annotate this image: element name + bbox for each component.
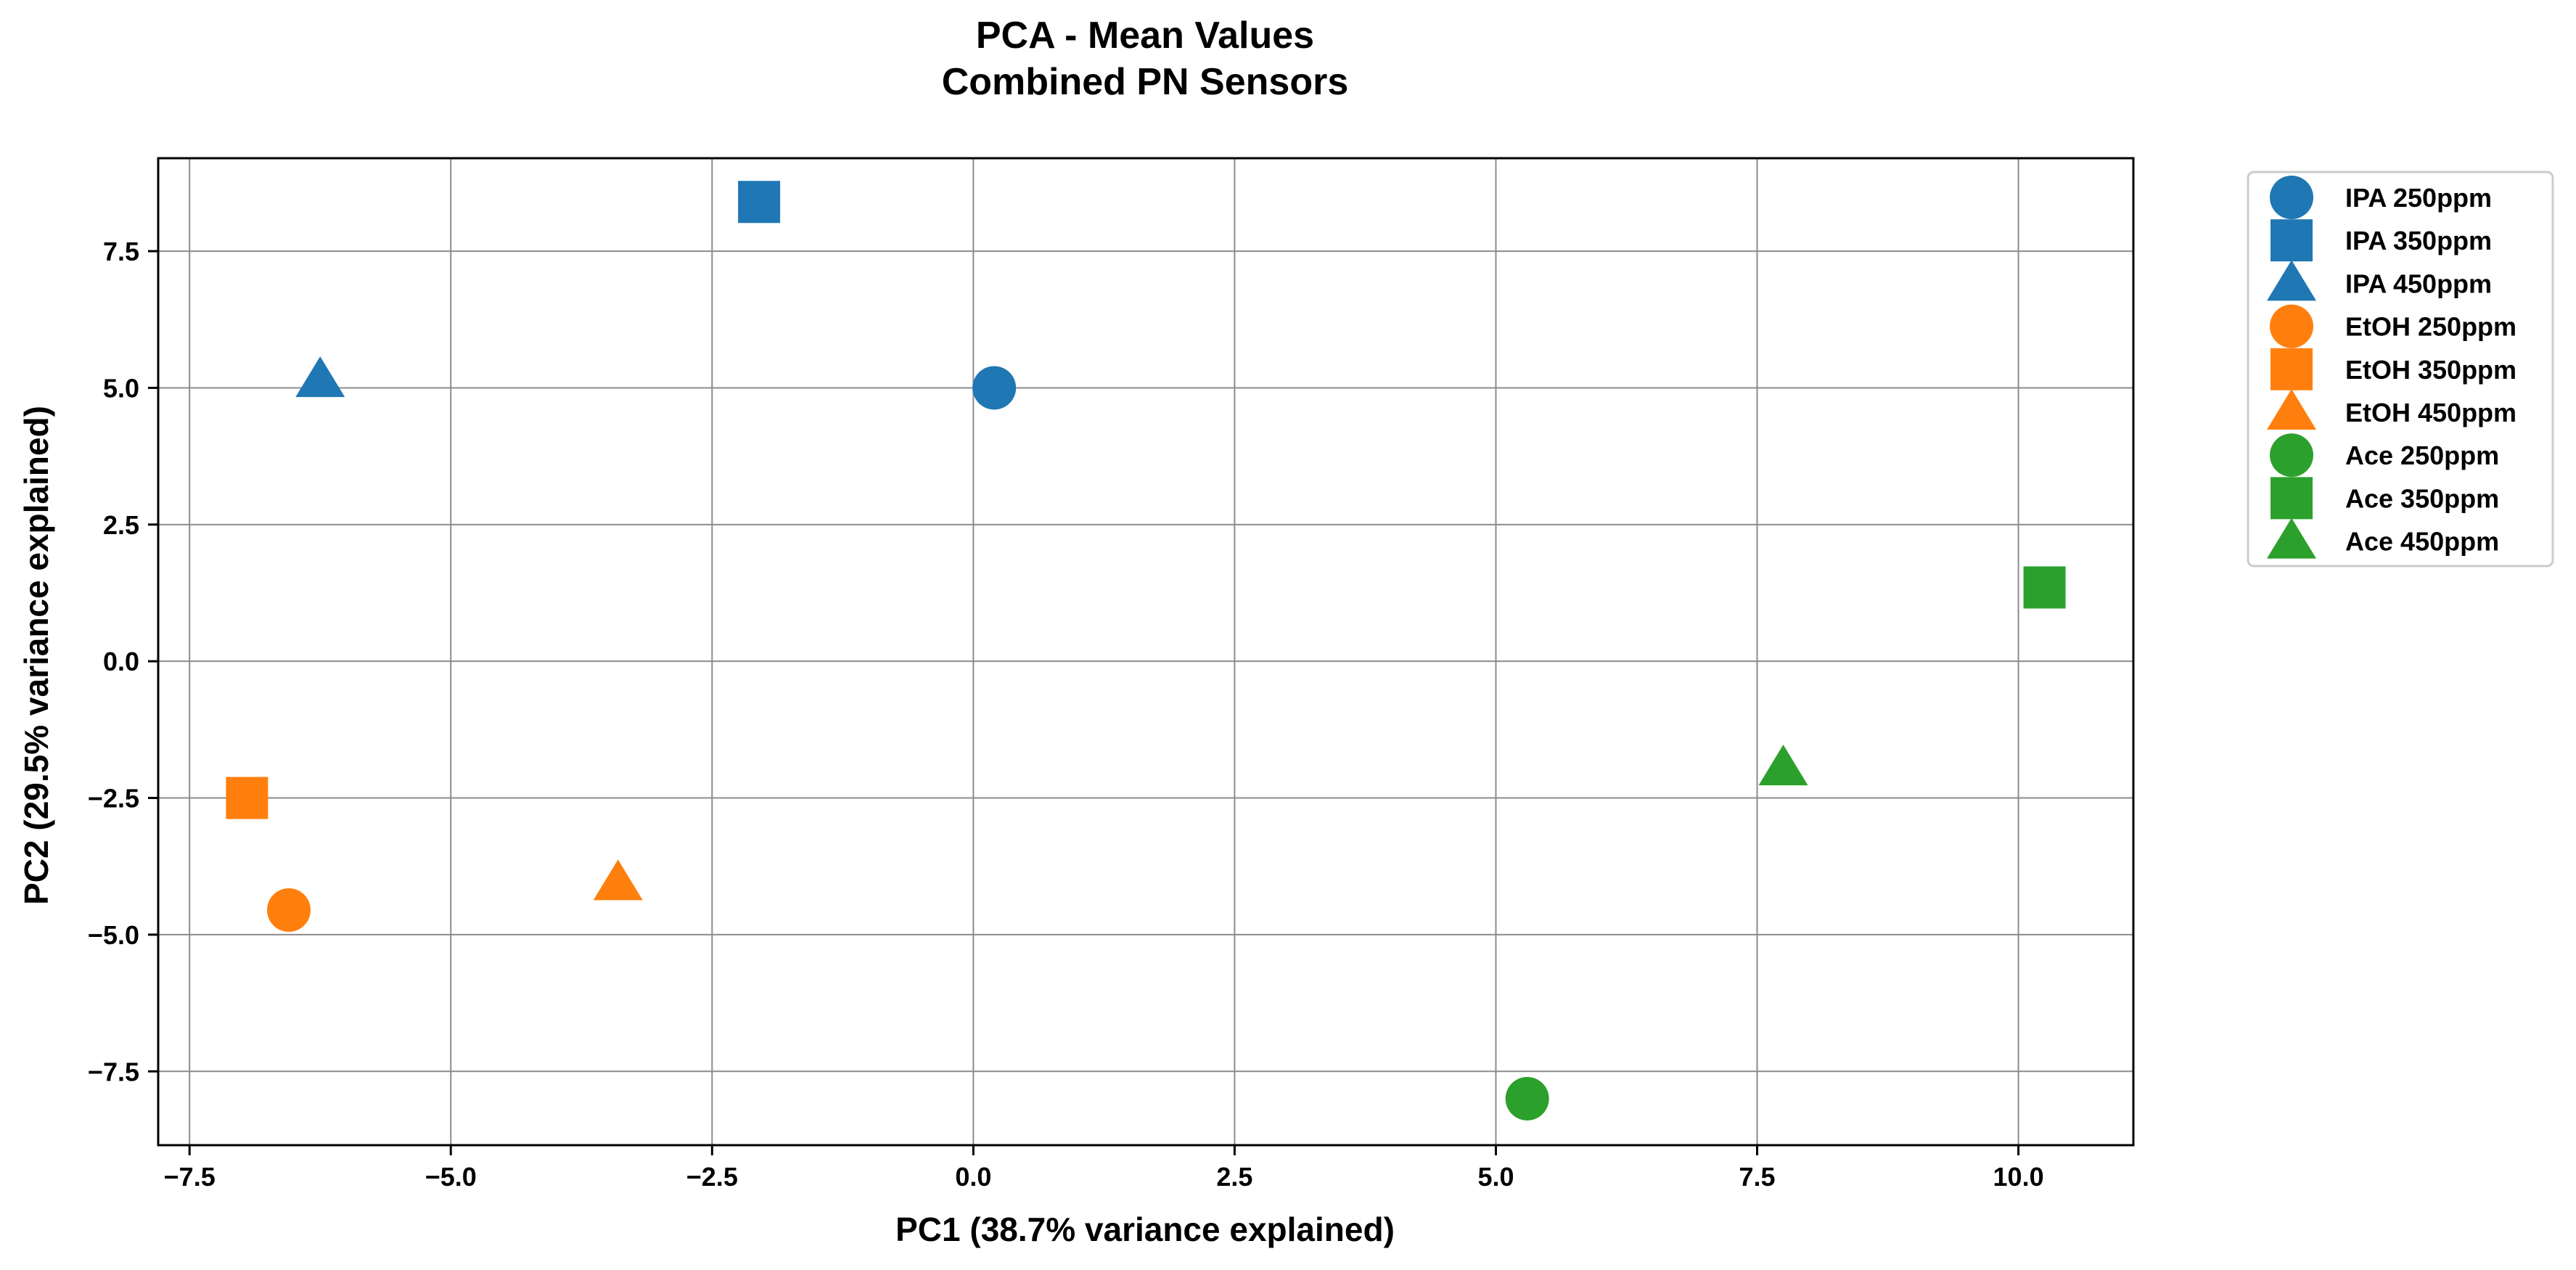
chart-subtitle: Combined PN Sensors [942,61,1349,103]
legend-marker-ipa-350ppm [2271,219,2313,262]
legend-label-ipa-350ppm: IPA 350ppm [2345,226,2492,255]
legend-label-ipa-450ppm: IPA 450ppm [2345,269,2492,298]
point-etoh-350ppm [226,777,268,819]
point-ipa-450ppm [295,356,345,398]
legend-marker-ace-350ppm [2271,477,2313,520]
legend-marker-etoh-350ppm [2271,348,2313,390]
point-ipa-350ppm [738,181,781,224]
legend-box [2247,171,2554,568]
legend: IPA 250ppm IPA 350ppm IPA 450ppm EtOH 250pp… [2247,171,2554,568]
x-tick-label: −5.0 [425,1162,477,1192]
point-ipa-250ppm [972,366,1017,410]
legend-marker-etoh-450ppm [2267,389,2316,430]
y-tick-label: 0.0 [103,647,139,676]
legend-label-ipa-250ppm: IPA 250ppm [2345,183,2492,213]
point-ace-250ppm [1505,1076,1549,1121]
y-axis-label: PC2 (29.5% variance explained) [17,406,55,905]
legend-label-ace-450ppm: Ace 450ppm [2345,527,2499,557]
x-axis-label: PC1 (38.7% variance explained) [895,1210,1395,1248]
legend-label-ace-350ppm: Ace 350ppm [2345,483,2499,513]
plot-frame [157,157,2135,1147]
legend-marker-ace-450ppm [2267,517,2316,559]
point-ace-450ppm [1758,745,1808,786]
y-tick-label: −7.5 [88,1057,139,1086]
legend-label-etoh-250ppm: EtOH 250ppm [2345,312,2516,342]
grid-lines [158,158,2133,1145]
legend-label-etoh-450ppm: EtOH 450ppm [2345,398,2516,427]
axis-ticks: −7.5 −5.0 −2.5 0.0 2.5 5.0 7.5 10.0 7.5 5.0 2.5 0.0… [88,237,2044,1192]
x-tick-label: 0.0 [955,1162,991,1192]
y-tick-label: 2.5 [103,510,139,540]
x-tick-label: 10.0 [1993,1162,2044,1192]
point-etoh-250ppm [267,888,311,933]
y-tick-label: −2.5 [88,784,139,814]
y-tick-label: −5.0 [88,920,139,950]
x-tick-label: 7.5 [1739,1162,1776,1192]
x-tick-label: 2.5 [1216,1162,1252,1192]
chart-title: PCA - Mean Values [976,15,1314,57]
y-tick-label: 7.5 [103,237,139,266]
legend-marker-ace-250ppm [2270,433,2313,478]
y-tick-label: 5.0 [103,373,139,403]
x-tick-label: −7.5 [164,1162,216,1192]
point-etoh-450ppm [593,859,643,901]
legend-label-etoh-350ppm: EtOH 350ppm [2345,355,2516,385]
x-tick-label: 5.0 [1477,1162,1514,1192]
legend-marker-ipa-450ppm [2267,260,2316,301]
x-tick-label: −2.5 [686,1162,738,1192]
legend-label-ace-250ppm: Ace 250ppm [2345,441,2499,470]
legend-marker-etoh-250ppm [2270,304,2313,348]
data-points [226,181,2066,1121]
point-ace-350ppm [2023,566,2066,609]
legend-marker-ipa-250ppm [2270,176,2313,219]
